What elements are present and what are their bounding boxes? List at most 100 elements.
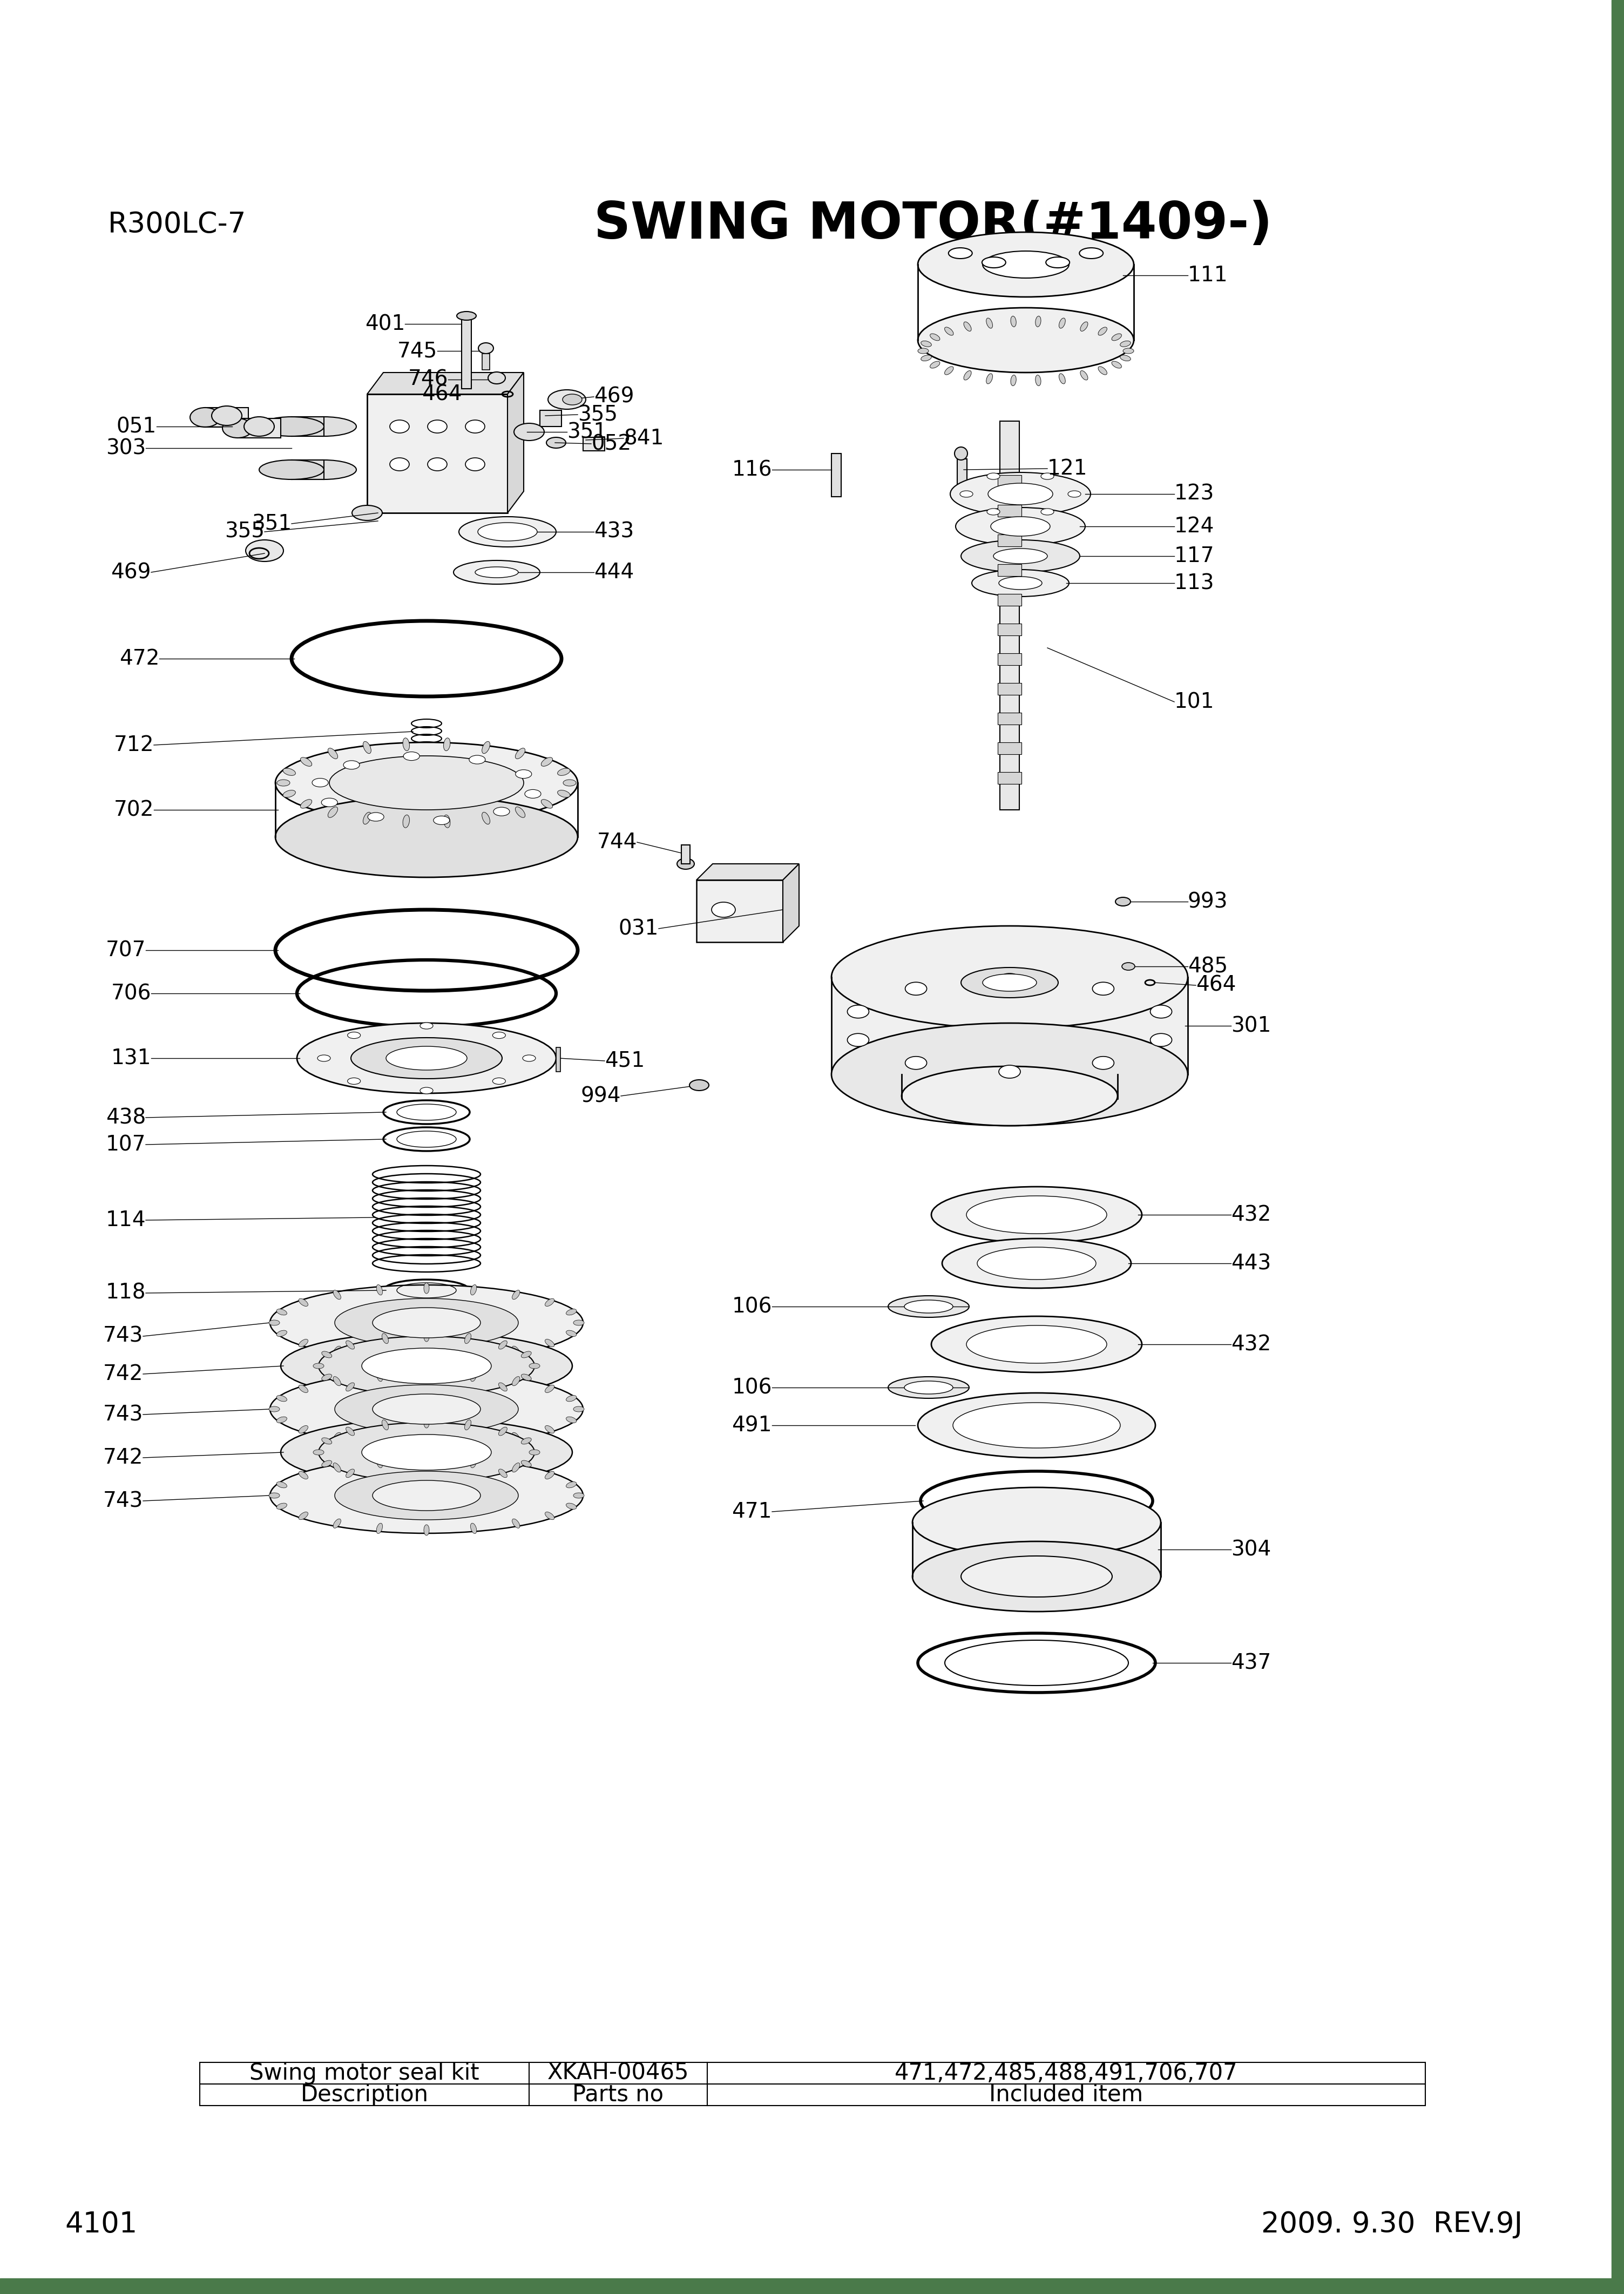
Ellipse shape	[529, 1450, 539, 1454]
Ellipse shape	[999, 973, 1020, 986]
Ellipse shape	[471, 1457, 476, 1468]
Ellipse shape	[330, 755, 523, 810]
Bar	[292, 461, 323, 479]
Ellipse shape	[512, 1519, 520, 1528]
Bar	[957, 459, 966, 491]
Ellipse shape	[377, 1436, 383, 1448]
Ellipse shape	[512, 1464, 520, 1473]
Ellipse shape	[905, 1381, 953, 1395]
Ellipse shape	[573, 1493, 585, 1498]
Ellipse shape	[523, 1055, 536, 1062]
Text: 472: 472	[119, 649, 159, 670]
Ellipse shape	[377, 1351, 383, 1360]
Bar	[997, 505, 1021, 516]
Text: 031: 031	[619, 918, 659, 938]
Ellipse shape	[983, 975, 1036, 991]
Text: 301: 301	[1231, 1016, 1272, 1037]
Ellipse shape	[955, 447, 968, 461]
Ellipse shape	[961, 968, 1059, 998]
Ellipse shape	[1150, 1005, 1173, 1019]
Bar	[539, 411, 562, 427]
Ellipse shape	[281, 1418, 572, 1487]
Ellipse shape	[346, 1427, 354, 1436]
Ellipse shape	[299, 1298, 309, 1305]
Ellipse shape	[443, 739, 450, 750]
Ellipse shape	[888, 1376, 970, 1399]
Ellipse shape	[211, 406, 242, 424]
Ellipse shape	[1041, 509, 1054, 516]
Ellipse shape	[1121, 342, 1130, 346]
Ellipse shape	[299, 1470, 309, 1480]
Ellipse shape	[346, 1340, 354, 1349]
Bar	[292, 418, 323, 436]
Ellipse shape	[270, 1319, 279, 1326]
Ellipse shape	[492, 1032, 505, 1039]
Text: 304: 304	[1231, 1539, 1272, 1560]
Ellipse shape	[276, 1482, 287, 1489]
Ellipse shape	[382, 1333, 388, 1344]
Ellipse shape	[905, 1058, 927, 1069]
Ellipse shape	[377, 1285, 383, 1296]
Ellipse shape	[983, 257, 1005, 268]
Ellipse shape	[1041, 473, 1054, 479]
Text: 471,472,485,488,491,706,707: 471,472,485,488,491,706,707	[895, 2062, 1237, 2085]
Ellipse shape	[513, 424, 544, 440]
Text: Description: Description	[300, 2083, 429, 2106]
Ellipse shape	[999, 576, 1043, 590]
Text: 131: 131	[110, 1048, 151, 1069]
Ellipse shape	[300, 757, 312, 766]
Ellipse shape	[333, 1464, 341, 1473]
Ellipse shape	[270, 1406, 279, 1411]
Ellipse shape	[945, 328, 953, 335]
Ellipse shape	[364, 812, 370, 824]
Text: 706: 706	[110, 984, 151, 1005]
Ellipse shape	[1093, 982, 1114, 996]
Polygon shape	[507, 372, 523, 514]
Ellipse shape	[1010, 374, 1017, 385]
Text: 437: 437	[1231, 1652, 1272, 1672]
Ellipse shape	[471, 1285, 476, 1296]
Text: 433: 433	[594, 521, 633, 541]
Ellipse shape	[1093, 1058, 1114, 1069]
Ellipse shape	[905, 982, 927, 996]
Text: 469: 469	[110, 562, 151, 583]
Ellipse shape	[469, 755, 486, 764]
Ellipse shape	[372, 1308, 481, 1337]
Ellipse shape	[971, 569, 1069, 596]
Ellipse shape	[1112, 360, 1122, 369]
Ellipse shape	[299, 1340, 309, 1347]
Ellipse shape	[367, 812, 383, 821]
Ellipse shape	[848, 1005, 869, 1019]
Ellipse shape	[270, 1457, 583, 1532]
Ellipse shape	[963, 372, 971, 381]
Ellipse shape	[1121, 356, 1130, 360]
Ellipse shape	[278, 780, 291, 787]
Ellipse shape	[377, 1523, 383, 1535]
Ellipse shape	[479, 342, 494, 353]
Ellipse shape	[464, 1333, 471, 1344]
Text: 744: 744	[598, 833, 637, 853]
Bar	[997, 773, 1021, 785]
Ellipse shape	[1036, 317, 1041, 326]
Text: Swing motor seal kit: Swing motor seal kit	[250, 2062, 479, 2085]
Bar	[901, 1074, 1117, 1099]
Ellipse shape	[281, 1333, 572, 1399]
Text: Included item: Included item	[989, 2083, 1143, 2106]
Ellipse shape	[348, 1078, 361, 1085]
Ellipse shape	[1059, 319, 1065, 328]
Ellipse shape	[453, 560, 539, 585]
Ellipse shape	[831, 927, 1187, 1028]
Ellipse shape	[377, 1372, 383, 1381]
Ellipse shape	[966, 1326, 1108, 1363]
Ellipse shape	[245, 539, 284, 562]
Ellipse shape	[372, 1395, 481, 1425]
Ellipse shape	[499, 1468, 507, 1477]
Text: 2009. 9.30  REV.9J: 2009. 9.30 REV.9J	[1262, 2211, 1523, 2239]
Ellipse shape	[322, 1374, 331, 1381]
Text: 485: 485	[1187, 957, 1228, 977]
Text: 707: 707	[106, 941, 146, 961]
Ellipse shape	[931, 1317, 1142, 1372]
Ellipse shape	[222, 418, 253, 438]
Bar	[583, 438, 604, 452]
Ellipse shape	[322, 1438, 331, 1445]
